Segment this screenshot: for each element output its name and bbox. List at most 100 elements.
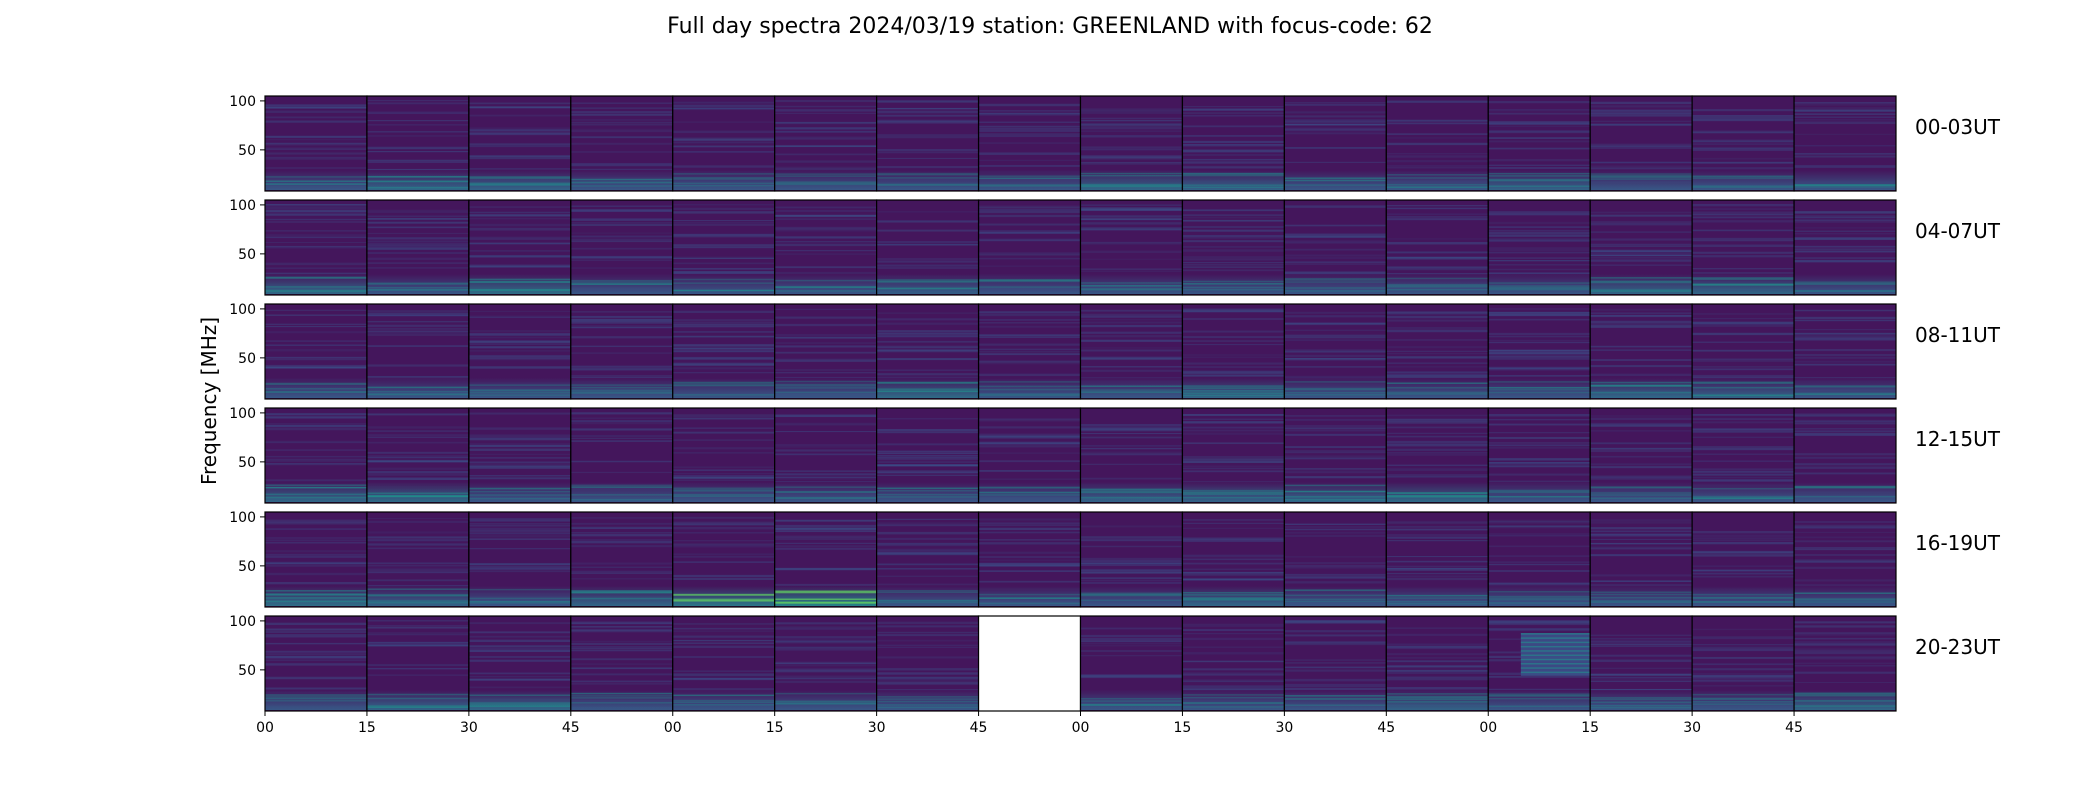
spectrum-panel [570,303,674,400]
y-tick: 100 [229,406,265,422]
spectrum-panel [570,615,674,712]
spectrum-panel [570,407,674,504]
spectrum-panel [1079,615,1184,712]
y-tick-label: 100 [229,198,256,214]
spectrum-panel [1691,615,1795,712]
spectrum-panel [672,199,776,296]
spectrum-panel [774,511,878,608]
x-tick-label: 00 [256,720,274,736]
row-time-label: 20-23UT [1915,635,2001,659]
y-tick-label: 100 [229,406,256,422]
spectrum-panel [1691,95,1795,192]
y-tick: 50 [238,143,265,159]
spectrum-panel [570,511,674,608]
y-tick: 50 [238,247,265,263]
spectrum-panel [1079,407,1184,504]
y-tick-label: 100 [229,302,256,318]
spectrum-panel [1385,407,1489,504]
spectrum-panel [1793,303,1897,400]
row-time-label: 04-07UT [1915,219,2001,243]
spectrum-panel [1589,615,1693,712]
y-tick: 50 [238,663,265,679]
spectrum-panel [1487,407,1591,504]
y-tick: 100 [229,198,265,214]
spectrum-panel [1793,615,1897,712]
spectra-rows: 50 100 00-03UT 50 100 04-07UT 50 100 08-11UT 50 10… [229,94,2001,712]
y-tick: 50 [238,455,265,471]
y-tick: 100 [229,94,265,110]
spectrum-panel [876,303,980,400]
spectrum-panel [468,303,572,400]
y-tick: 100 [229,614,265,630]
spectrum-panel [1079,303,1184,400]
spectrum-panel [366,95,470,192]
spectrum-panel [876,199,980,296]
spectrum-panel [774,303,878,400]
spectrum-panel [1691,407,1795,504]
x-tick-label: 30 [460,720,478,736]
spectrum-panel [1589,199,1693,296]
spectra-row: 50 100 16-19UT [229,510,2001,608]
spectrum-panel [1283,615,1387,712]
spectrum-panel [264,407,368,504]
y-tick-label: 50 [238,247,256,263]
y-tick-label: 50 [238,455,256,471]
spectrum-panel [1589,303,1693,400]
spectra-row: 50 100 20-23UT [229,614,2001,712]
spectrum-panel [468,199,572,296]
spectrum-panel [774,407,878,504]
spectrum-panel [774,199,878,296]
spectrum-panel [1079,199,1184,296]
spectrum-panel [1079,511,1184,608]
spectrum-panel [1283,511,1387,608]
spectra-row: 50 100 00-03UT [229,94,2001,192]
spectrum-panel [1589,95,1693,192]
spectrum-panel [977,199,1082,296]
spectrum-panel [1793,511,1897,608]
spectrum-panel [1181,199,1285,296]
row-time-label: 00-03UT [1915,115,2001,139]
spectrum-panel [876,615,980,712]
spectra-row: 50 100 04-07UT [229,198,2001,296]
spectra-row: 50 100 12-15UT [229,406,2001,504]
spectrum-panel [1793,407,1897,504]
spectrum-panel [1793,95,1897,192]
spectrum-panel [1181,407,1285,504]
spectrum-panel [1487,615,1591,712]
spectrum-panel [774,615,878,712]
y-tick-label: 100 [229,94,256,110]
spectrum-panel [264,615,368,712]
y-axis-label: Frequency [MHz] [197,317,221,485]
x-tick-label: 15 [1174,720,1192,736]
spectrum-panel [672,615,776,712]
spectrum-panel [1283,95,1387,192]
spectrum-panel [774,95,878,192]
x-tick-label: 45 [1377,720,1395,736]
spectrum-panel [1181,303,1285,400]
spectrum-panel [468,615,572,712]
spectrum-panel [1691,303,1795,400]
x-tick-label: 15 [766,720,784,736]
spectrum-panel [1385,95,1489,192]
spectrum-panel [264,95,368,192]
y-tick: 100 [229,510,265,526]
spectrum-panel [366,615,470,712]
spectrum-panel [570,199,674,296]
spectrum-panel [1079,95,1184,192]
spectra-row: 50 100 08-11UT [229,302,2001,400]
spectrum-panel [1793,199,1897,296]
spectrum-panel [977,511,1082,608]
spectrum-panel [977,303,1082,400]
x-tick-label: 00 [1479,720,1497,736]
spectrum-panel [366,199,470,296]
row-time-label: 12-15UT [1915,427,2001,451]
spectrum-panel [876,95,980,192]
spectrum-panel [366,303,470,400]
spectrum-panel [876,511,980,608]
spectrum-panel [1181,511,1285,608]
spectrum-panel [977,407,1082,504]
spectrum-panel [1487,511,1591,608]
spectrum-panel [468,511,572,608]
x-tick-label: 45 [1785,720,1803,736]
